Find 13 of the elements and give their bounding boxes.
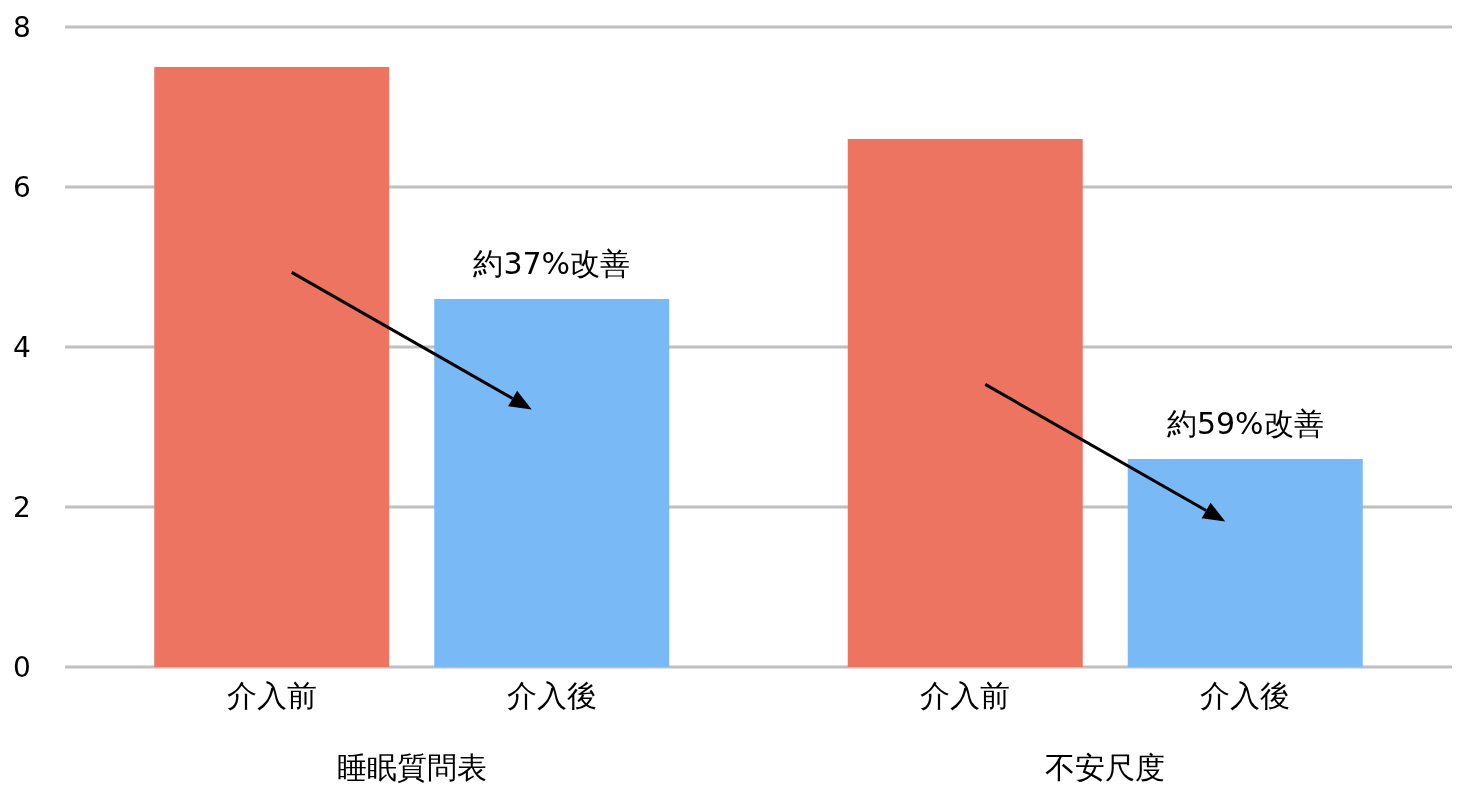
annotation: 約59%改善 [1166,405,1324,441]
y-tick-label: 8 [13,10,31,44]
y-tick-label: 6 [13,170,31,204]
series-label: 介入後 [506,677,597,713]
annotation: 約37%改善 [473,245,631,281]
y-tick-label: 2 [13,490,31,524]
y-tick-label: 0 [13,650,31,684]
x-tick-label: 不安尺度 [1045,749,1166,785]
series-label: 介入前 [226,677,317,713]
series-label: 介入前 [920,677,1011,713]
series-label: 介入後 [1200,677,1291,713]
x-tick-label: 睡眠質問表 [336,749,487,785]
y-tick-label: 4 [13,330,31,364]
